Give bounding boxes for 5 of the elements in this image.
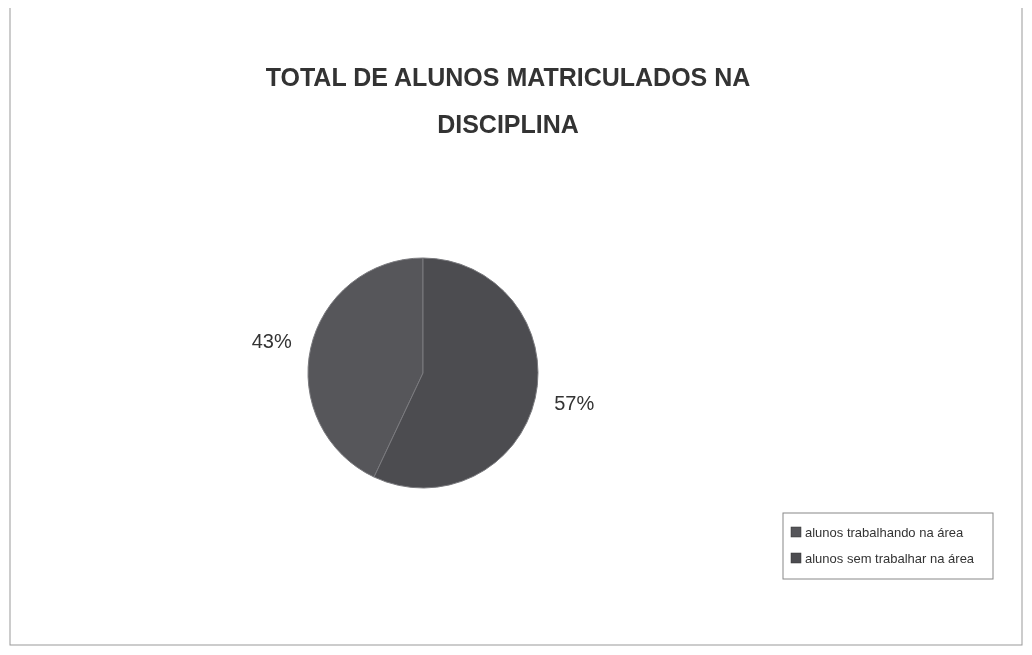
chart-title: TOTAL DE ALUNOS MATRICULADOS NA DISCIPLINA [265, 63, 751, 138]
legend-label: alunos trabalhando na área [805, 525, 965, 540]
legend-label: alunos sem trabalhar na área [805, 551, 975, 566]
data-label: 43% [251, 330, 292, 353]
data-label: 57% [554, 391, 595, 414]
